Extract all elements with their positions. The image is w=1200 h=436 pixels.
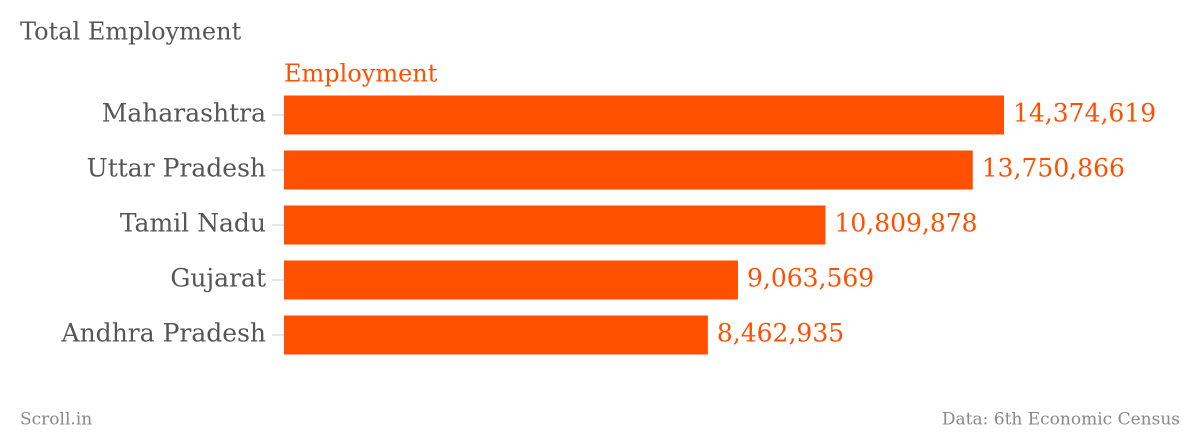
credit: Scroll.in bbox=[20, 410, 92, 430]
legend-entry: Employment bbox=[284, 60, 438, 88]
bar bbox=[284, 150, 973, 190]
category-label: Andhra Pradesh bbox=[61, 319, 266, 348]
value-label: 10,809,878 bbox=[834, 209, 977, 238]
bar bbox=[284, 260, 738, 300]
category-label: Tamil Nadu bbox=[120, 209, 266, 238]
category-label: Maharashtra bbox=[102, 99, 266, 128]
category-label: Uttar Pradesh bbox=[87, 154, 266, 183]
bar bbox=[284, 205, 826, 245]
chart-title: Total Employment bbox=[20, 18, 242, 46]
bar bbox=[284, 315, 708, 355]
bar bbox=[284, 95, 1004, 135]
category-label: Gujarat bbox=[170, 264, 266, 293]
value-label: 8,462,935 bbox=[717, 319, 844, 348]
value-label: 14,374,619 bbox=[1013, 99, 1156, 128]
value-label: 9,063,569 bbox=[747, 264, 874, 293]
source: Data: 6th Economic Census bbox=[942, 410, 1180, 430]
value-label: 13,750,866 bbox=[982, 154, 1125, 183]
